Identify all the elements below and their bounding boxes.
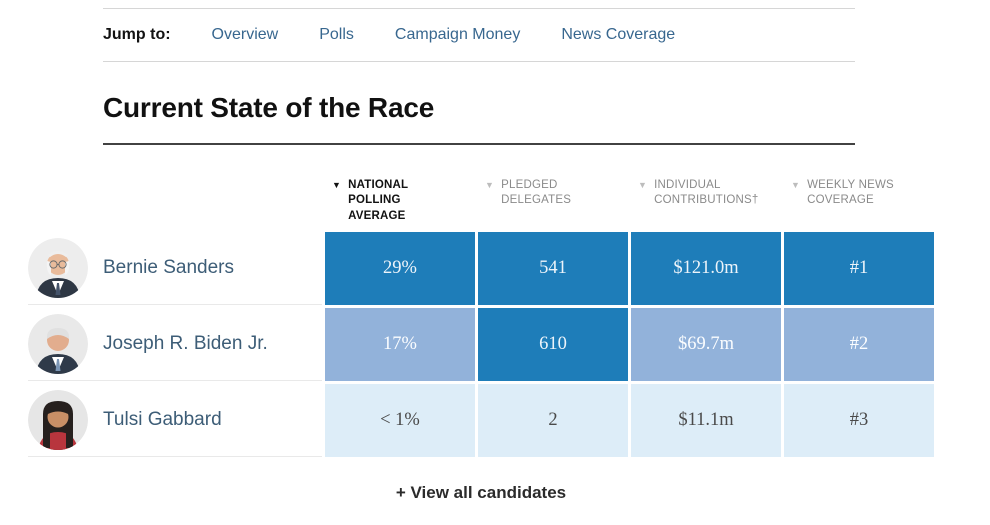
stat-cell-delegates: 610	[478, 308, 628, 382]
candidate-avatar	[28, 238, 88, 299]
column-header-label: Weekly News Coverage	[807, 178, 894, 207]
sort-desc-icon: ▼	[791, 179, 801, 190]
candidate-row-gabbard: Tulsi Gabbard	[28, 384, 322, 458]
column-header-label: National Polling Average	[348, 178, 409, 222]
table-corner	[28, 176, 322, 230]
stat-cell-contributions: $69.7m	[631, 308, 781, 382]
title-divider	[103, 142, 855, 145]
stat-cell-delegates: 541	[478, 232, 628, 306]
candidate-avatar	[28, 314, 88, 375]
nav-link-polls[interactable]: Polls	[319, 26, 354, 43]
candidate-name[interactable]: Bernie Sanders	[103, 257, 234, 279]
candidate-avatar	[28, 390, 88, 451]
candidate-row-sanders: Bernie Sanders	[28, 232, 322, 306]
stat-cell-news-rank: #1	[784, 232, 934, 306]
stat-cell-contributions: $11.1m	[631, 384, 781, 458]
column-header-national-polling-average[interactable]: ▼ National Polling Average	[325, 176, 475, 230]
nav-link-overview[interactable]: Overview	[211, 26, 279, 43]
sort-desc-icon: ▼	[485, 179, 495, 190]
candidates-table: ▼ National Polling Average ▼ Pledged Del…	[28, 176, 934, 458]
column-header-label: Individual Contributions†	[654, 178, 759, 207]
nav-link-campaign-money[interactable]: Campaign Money	[394, 26, 521, 43]
stat-cell-polling: 29%	[325, 232, 475, 306]
candidate-name[interactable]: Tulsi Gabbard	[103, 409, 222, 431]
sort-desc-icon: ▼	[332, 179, 342, 190]
column-header-label: Pledged Delegates	[501, 178, 572, 207]
sort-desc-icon: ▼	[638, 179, 648, 190]
column-header-pledged-delegates[interactable]: ▼ Pledged Delegates	[478, 176, 628, 230]
jump-to-nav: Jump to: Overview Polls Campaign Money N…	[103, 8, 855, 62]
column-header-individual-contributions[interactable]: ▼ Individual Contributions†	[631, 176, 781, 230]
page-title: Current State of the Race	[103, 92, 435, 123]
view-all-candidates-button[interactable]: + View all candidates	[395, 483, 567, 503]
race-tracker-page: Jump to: Overview Polls Campaign Money N…	[28, 8, 934, 503]
nav-link-news-coverage[interactable]: News Coverage	[561, 26, 676, 43]
candidate-name[interactable]: Joseph R. Biden Jr.	[103, 333, 268, 355]
stat-cell-delegates: 2	[478, 384, 628, 458]
column-header-weekly-news-coverage[interactable]: ▼ Weekly News Coverage	[784, 176, 934, 230]
stat-cell-polling: 17%	[325, 308, 475, 382]
view-all-row: + View all candidates	[28, 483, 934, 503]
stat-cell-contributions: $121.0m	[631, 232, 781, 306]
stat-cell-polling: < 1%	[325, 384, 475, 458]
candidate-row-biden: Joseph R. Biden Jr.	[28, 308, 322, 382]
stat-cell-news-rank: #2	[784, 308, 934, 382]
jump-to-label: Jump to:	[103, 26, 171, 43]
stat-cell-news-rank: #3	[784, 384, 934, 458]
